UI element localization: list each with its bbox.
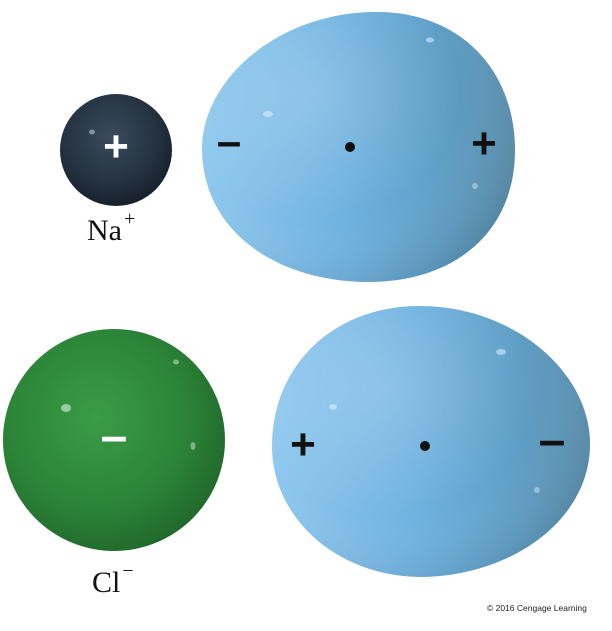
water-top-center-dot bbox=[345, 142, 355, 152]
chloride-label-charge: − bbox=[122, 560, 133, 582]
water-top-left-pole: – bbox=[217, 117, 241, 166]
chloride-charge-symbol: – bbox=[101, 410, 128, 463]
copyright-credit: © 2016 Cengage Learning bbox=[487, 603, 587, 613]
water-molecule-bottom: + – bbox=[272, 306, 590, 577]
water-bottom-center-dot bbox=[420, 441, 430, 451]
water-bottom-left-pole: + bbox=[290, 420, 316, 469]
sodium-charge-symbol: + bbox=[103, 122, 129, 171]
chloride-ion: – bbox=[3, 329, 225, 551]
sodium-label-charge: + bbox=[124, 208, 135, 230]
sodium-ion-label: Na + bbox=[87, 212, 135, 248]
chloride-label-base: Cl bbox=[92, 566, 120, 599]
sodium-ion: + bbox=[60, 94, 172, 206]
water-molecule-top: – + bbox=[202, 12, 515, 282]
sodium-label-base: Na bbox=[87, 214, 122, 247]
water-top-right-pole: + bbox=[471, 119, 497, 168]
chloride-ion-label: Cl − bbox=[92, 564, 134, 600]
water-bottom-right-pole: – bbox=[539, 414, 566, 467]
